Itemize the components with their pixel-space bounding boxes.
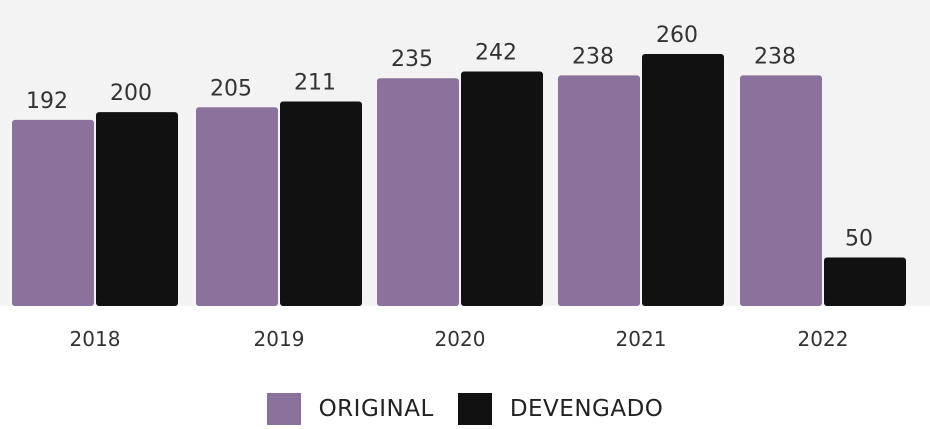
bars-group [12, 54, 906, 307]
bar-original-2018[interactable] [12, 119, 94, 307]
data-label-original-2022: 238 [754, 44, 796, 69]
data-label-original-2021: 238 [572, 44, 614, 69]
x-axis-ticks: 2018 2019 2020 2021 2022 [70, 327, 849, 351]
bar-original-2022[interactable] [740, 75, 822, 306]
legend-item-original[interactable]: ORIGINAL [266, 393, 434, 425]
data-label-devengado-2022: 50 [845, 227, 873, 252]
x-tick-label-2021: 2021 [616, 327, 667, 351]
x-tick-label-2018: 2018 [70, 327, 121, 351]
x-tick-label-2019: 2019 [254, 327, 305, 351]
legend: ORIGINAL DEVENGADO [0, 393, 930, 425]
bar-devengado-2019[interactable] [280, 101, 362, 306]
legend-label-original: ORIGINAL [318, 396, 434, 422]
legend-swatch-devengado [457, 393, 492, 425]
bar-original-2021[interactable] [558, 75, 640, 306]
legend-swatch-original [266, 393, 301, 425]
data-label-devengado-2020: 242 [475, 40, 517, 65]
data-label-original-2018: 192 [26, 89, 68, 114]
bar-devengado-2018[interactable] [96, 112, 178, 307]
legend-item-devengado[interactable]: DEVENGADO [457, 393, 664, 425]
bar-devengado-2022[interactable] [824, 257, 906, 306]
data-label-devengado-2019: 211 [294, 70, 336, 95]
x-tick-label-2022: 2022 [798, 327, 849, 351]
bar-devengado-2020[interactable] [461, 71, 543, 306]
data-label-original-2019: 205 [210, 76, 252, 101]
data-label-devengado-2018: 200 [110, 81, 152, 106]
bar-devengado-2021[interactable] [642, 54, 724, 306]
data-label-devengado-2021: 260 [656, 23, 698, 48]
x-tick-label-2020: 2020 [435, 327, 486, 351]
legend-label-devengado: DEVENGADO [509, 396, 664, 422]
bar-original-2019[interactable] [196, 107, 278, 306]
data-labels-group: 192 200 205 211 235 242 238 260 238 50 [26, 23, 873, 252]
data-label-original-2020: 235 [391, 47, 433, 72]
bar-original-2020[interactable] [377, 78, 459, 306]
